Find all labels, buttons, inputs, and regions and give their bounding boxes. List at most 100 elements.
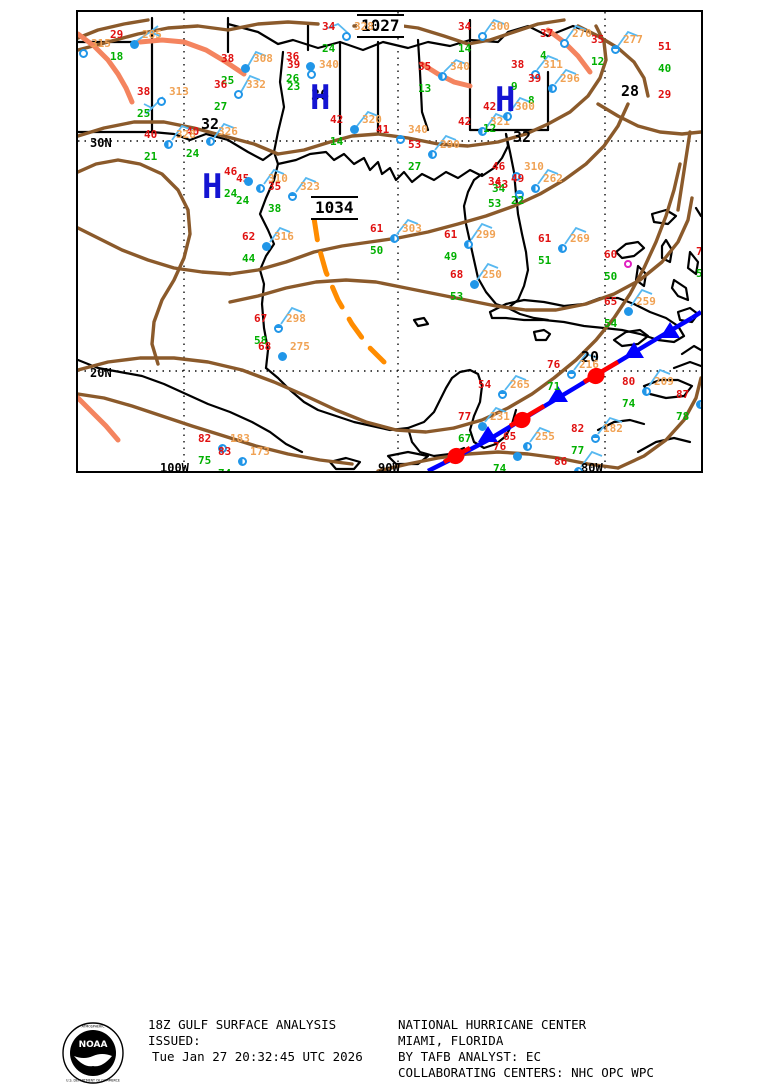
station-temperature: 34 <box>322 20 336 33</box>
station-pressure: 262 <box>543 172 563 185</box>
station-pressure: 316 <box>274 230 294 243</box>
station-marker <box>157 97 166 106</box>
isobar-label: 32 <box>513 128 532 146</box>
station-pressure: 328 <box>176 128 196 141</box>
station-pressure: 290 <box>440 138 460 151</box>
station-temperature: 61 <box>370 222 384 235</box>
station-pressure: 321 <box>490 115 510 128</box>
station-pressure: 311 <box>543 58 563 71</box>
isobar-label: 1034 <box>311 196 358 220</box>
station-pressure: 313 <box>169 85 189 98</box>
station-dewpoint: 21 <box>144 150 158 163</box>
station-pressure: 269 <box>570 232 590 245</box>
station-dewpoint: 71 <box>547 380 561 393</box>
station-temperature: 37 <box>540 27 554 40</box>
station-dewpoint: 56 <box>696 267 703 280</box>
station-marker <box>79 49 88 58</box>
station-marker <box>241 64 250 73</box>
station-temperature: 61 <box>444 228 458 241</box>
station-marker <box>531 184 540 193</box>
footer-collaborating-centers: COLLABORATING CENTERS: NHC OPC WPC <box>398 1065 654 1080</box>
station-marker <box>438 72 447 81</box>
station-marker <box>206 137 215 146</box>
station-dewpoint: 58 <box>254 334 268 347</box>
station-pressure: 259 <box>636 295 656 308</box>
station-marker <box>696 400 701 409</box>
station-temperature: 65 <box>604 295 618 308</box>
station-pressure: 326 <box>218 125 238 138</box>
station-marker <box>396 135 405 144</box>
station-pressure: 298 <box>286 312 306 325</box>
station-pressure: 265 <box>510 378 530 391</box>
station-temperature: 73 <box>696 245 703 258</box>
station-temperature: 42 <box>483 100 497 113</box>
station-temperature: 51 <box>658 40 672 53</box>
high-pressure-symbol: H <box>202 167 223 207</box>
station-dewpoint: 24 <box>322 42 336 55</box>
grid-label: 30N <box>90 136 112 150</box>
station-dewpoint: 74 <box>218 468 231 471</box>
station-marker <box>611 45 620 54</box>
station-temperature: 80 <box>622 375 636 388</box>
station-temperature: 67 <box>254 312 268 325</box>
station-pressure: 323 <box>300 180 320 193</box>
station-marker <box>515 190 524 199</box>
station-dewpoint: 18 <box>110 50 124 63</box>
station-dewpoint: 77 <box>571 444 585 457</box>
station-marker <box>567 370 576 379</box>
station-pressure: 182 <box>603 422 623 435</box>
svg-text:ATMOSPHERIC: ATMOSPHERIC <box>82 1025 106 1029</box>
station-marker <box>238 457 247 466</box>
station-pressure: 216 <box>579 358 599 371</box>
station-temperature: 82 <box>571 422 585 435</box>
station-pressure: 299 <box>476 228 496 241</box>
station-temperature: 76 <box>493 440 507 453</box>
station-dewpoint: 13 <box>418 82 432 95</box>
station-temperature: 36 <box>286 50 300 63</box>
station-temperature: 68 <box>258 340 272 353</box>
station-pressure: 183 <box>230 432 250 445</box>
station-temperature: 41 <box>376 123 390 136</box>
svg-text:U.S. DEPARTMENT OF COMMERCE: U.S. DEPARTMENT OF COMMERCE <box>66 1079 120 1083</box>
station-temperature: 76 <box>547 358 561 371</box>
station-temperature: 42 <box>330 113 344 126</box>
station-dewpoint: 38 <box>268 202 282 215</box>
station-marker <box>642 387 651 396</box>
station-dewpoint: 26 <box>286 72 300 85</box>
footer-issued-time: Tue Jan 27 20:32:45 UTC 2026 <box>152 1049 363 1064</box>
station-dewpoint: 40 <box>658 62 672 75</box>
station-temperature: 61 <box>538 232 552 245</box>
station-dewpoint: 8 <box>528 94 535 107</box>
high-pressure-symbol: H <box>495 80 516 120</box>
footer-issued-label: ISSUED: <box>148 1033 201 1048</box>
station-dewpoint: 34 <box>492 182 506 195</box>
footer-title: 18Z GULF SURFACE ANALYSIS <box>148 1017 337 1032</box>
station-temperature: 40 <box>144 128 158 141</box>
station-marker <box>498 390 507 399</box>
station-marker <box>523 442 532 451</box>
station-dewpoint: 67 <box>458 432 472 445</box>
station-temperature: 38 <box>511 58 525 71</box>
station-marker <box>262 242 271 251</box>
station-temperature: 29 <box>658 88 672 101</box>
svg-text:NOAA: NOAA <box>79 1040 108 1050</box>
station-dewpoint: 74 <box>493 462 507 473</box>
station-temperature: 46 <box>492 160 506 173</box>
station-temperature: 86 <box>554 455 568 468</box>
noaa-logo: NOAA ATMOSPHERIC U.S. DEPARTMENT OF COMM… <box>62 1022 124 1084</box>
station-temperature: 34 <box>488 175 502 188</box>
station-pressure: 255 <box>535 430 555 443</box>
station-temperature: 46 <box>224 165 238 178</box>
footer-location: MIAMI, FLORIDA <box>398 1033 504 1048</box>
station-temperature: 54 <box>478 378 492 391</box>
station-dewpoint: 54 <box>604 317 618 330</box>
station-marker <box>350 125 359 134</box>
station-marker <box>591 434 600 443</box>
grid-label: 20N <box>90 366 112 380</box>
product-footer: NOAA ATMOSPHERIC U.S. DEPARTMENT OF COMM… <box>0 505 780 1084</box>
station-dewpoint: 27 <box>214 100 228 113</box>
station-marker <box>278 352 287 361</box>
station-temperature: 53 <box>408 138 422 151</box>
station-temperature: 53 <box>495 178 509 191</box>
isobar-label: 36 <box>311 86 330 104</box>
